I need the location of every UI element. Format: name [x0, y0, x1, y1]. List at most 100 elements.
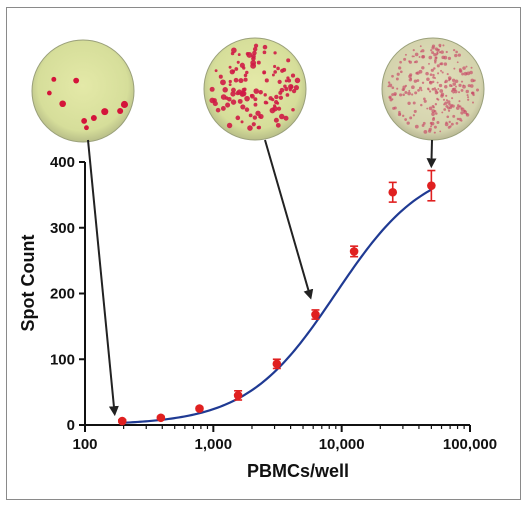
well-spot [289, 85, 294, 89]
well-spot [436, 81, 439, 84]
well-spot [423, 129, 428, 134]
data-point [427, 169, 436, 202]
well-spot [434, 88, 438, 92]
well-spot [412, 101, 416, 105]
well-spot [455, 85, 457, 88]
data-point [117, 416, 127, 426]
y-tick-label: 300 [50, 220, 75, 237]
well-spot [396, 87, 399, 90]
well-spot [440, 92, 445, 97]
well-spot [120, 100, 129, 109]
well-spot [448, 103, 451, 106]
well-spot [460, 88, 464, 92]
well-spot [387, 81, 391, 84]
well-spot [428, 129, 432, 133]
well-spot [409, 116, 413, 120]
well-spot [445, 104, 449, 108]
well-spot [433, 67, 436, 70]
well-spot [414, 124, 419, 129]
well-spot [398, 66, 402, 70]
well-spot [431, 112, 435, 116]
well-spot [402, 93, 405, 97]
data-point [349, 245, 359, 258]
well-spot [218, 74, 223, 79]
well-spot [431, 44, 436, 48]
annotation-arrow [87, 139, 119, 417]
well-spot [279, 87, 285, 93]
well-spot [388, 96, 392, 99]
well-spot [240, 90, 247, 97]
well-spot [452, 82, 457, 86]
well-spot [251, 54, 256, 59]
well-spot [277, 106, 282, 111]
y-axis-title: Spot Count [18, 235, 38, 332]
well-spot [458, 83, 462, 88]
annotation-arrows [87, 139, 437, 417]
well-spot [452, 114, 456, 118]
well-spot [447, 100, 451, 104]
well-spot [441, 111, 444, 114]
well-spot [253, 97, 258, 102]
well-spot [240, 104, 246, 110]
x-tick-label: 100 [72, 436, 97, 453]
well-spot [439, 45, 442, 48]
well-disc [31, 39, 135, 143]
well-spot [404, 91, 408, 94]
well-spot [460, 111, 464, 115]
well-spot [408, 89, 411, 92]
well-spot [257, 125, 262, 130]
well-spot [446, 73, 449, 76]
well-spot [226, 122, 233, 129]
y-tick-label: 200 [50, 286, 75, 303]
well-spot [426, 77, 430, 82]
well-spot [237, 98, 243, 104]
well-spot [271, 98, 275, 102]
well-spot [244, 95, 250, 102]
well-spot [398, 110, 401, 114]
well-spot [431, 51, 435, 55]
well-spot [285, 93, 290, 97]
well-spot [471, 101, 475, 104]
well-spot [245, 70, 249, 75]
well-spot [220, 106, 226, 111]
well-spot [436, 91, 439, 94]
well-spot [423, 97, 426, 101]
well-spot [472, 93, 475, 97]
well-spot [446, 115, 450, 119]
well-spot [283, 115, 289, 121]
well-spot [273, 117, 279, 123]
well-spot [227, 96, 232, 102]
well-spot [430, 49, 433, 52]
y-tick-label: 0 [67, 417, 75, 434]
well-spot [442, 98, 446, 101]
well-spot [436, 51, 439, 54]
well-spot [436, 97, 439, 100]
well-spot [101, 108, 109, 116]
well-spot [258, 89, 263, 95]
well-spot [250, 60, 257, 66]
well-spot [402, 114, 405, 117]
well-spot [447, 109, 451, 112]
annotation-arrow [426, 139, 437, 169]
well-spot [436, 120, 440, 124]
well-spot [425, 71, 429, 76]
well-spot [467, 84, 471, 88]
well-spot [441, 71, 444, 74]
well-spot [440, 50, 444, 54]
well-spot [225, 102, 231, 108]
well-spot [237, 53, 241, 57]
well-spot [436, 64, 440, 68]
well-spot [271, 73, 275, 77]
well-spot [458, 100, 461, 103]
data-point-marker [233, 391, 243, 400]
well-spot [290, 73, 296, 78]
well-spot [214, 69, 218, 73]
elispot-well-sparse-icon [31, 39, 135, 143]
well-spot [461, 72, 465, 76]
well-spot [276, 101, 280, 105]
well-spot [231, 47, 237, 54]
well-spot [252, 46, 258, 52]
x-tick-label: 100,000 [443, 436, 497, 453]
well-spot [404, 53, 407, 56]
